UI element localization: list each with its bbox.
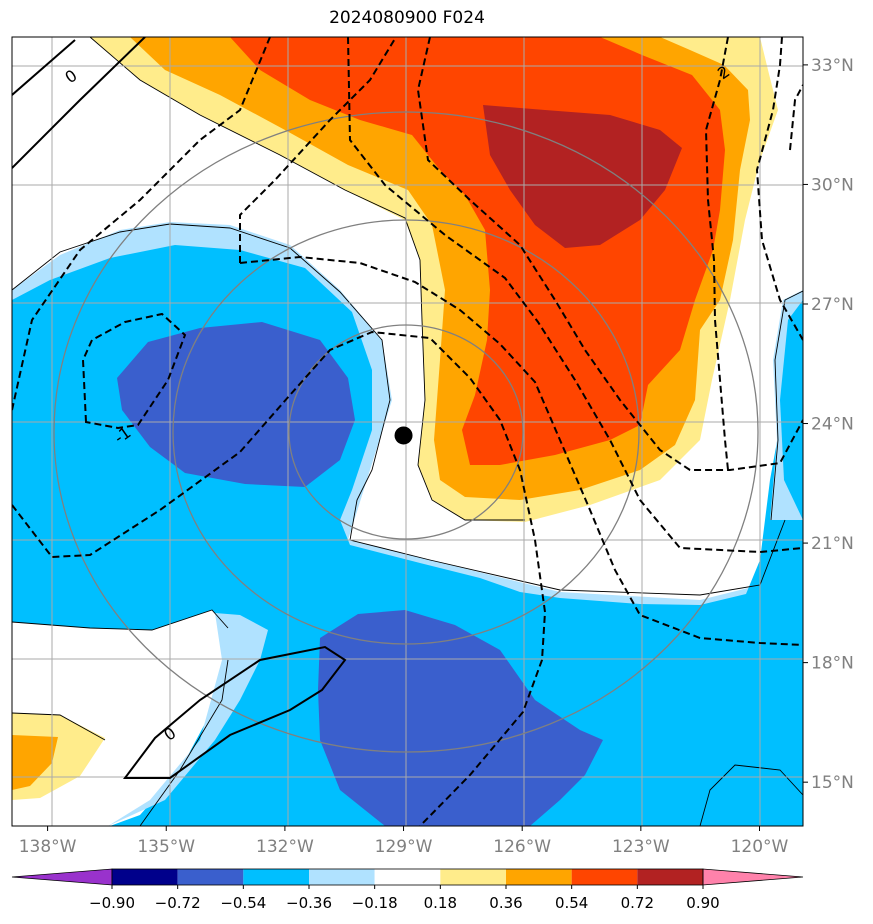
x-tick-label: 135°W: [137, 837, 195, 857]
storm-center-marker: [394, 426, 413, 445]
y-tick-label: 30°N: [811, 175, 854, 195]
range-rings: [53, 111, 759, 753]
x-tick-label: 120°W: [731, 837, 789, 857]
colorbar-swatch: [243, 869, 309, 885]
colorbar-extend-high: [702, 868, 804, 886]
colorbar-tick-label: −0.18: [352, 894, 398, 912]
y-tick-label: 33°N: [811, 56, 854, 76]
colorbar: −0.90 −0.72 −0.54 −0.36 −0.18 0.18 0.36 0.54 0.7…: [11, 868, 804, 912]
colorbar-swatch: [440, 869, 506, 885]
colorbar-swatch: [571, 869, 638, 885]
colorbar-tick-label: 0.72: [621, 894, 654, 912]
anomaly-band-royal-blue: [117, 322, 355, 487]
colorbar-swatch: [374, 869, 441, 885]
colorbar-tick-label: 0.36: [489, 894, 522, 912]
colorbar-tick-label: −0.54: [220, 894, 266, 912]
y-tick-label: 15°N: [811, 773, 854, 793]
colorbar-swatch: [637, 869, 703, 885]
colorbar-tick-label: −0.36: [286, 894, 332, 912]
colorbar-tick-label: 0.90: [686, 894, 719, 912]
x-tick-label: 123°W: [612, 837, 670, 857]
colorbar-swatch: [177, 869, 244, 885]
colorbar-swatch: [309, 869, 375, 885]
y-tick-label: 24°N: [811, 415, 854, 435]
y-tick-label: 18°N: [811, 654, 854, 674]
colorbar-extend-low: [11, 868, 113, 886]
colorbar-tick-label: −0.90: [89, 894, 135, 912]
anomaly-band-firebrick: [483, 105, 682, 248]
map-area: 0-120: [12, 37, 803, 826]
y-tick-label: 27°N: [811, 295, 854, 315]
colorbar-tick-label: 0.54: [555, 894, 588, 912]
x-tick-label: 129°W: [375, 837, 433, 857]
colorbar-swatch: [112, 869, 178, 885]
colorbar-swatch: [506, 869, 572, 885]
plot-frame: [11, 36, 804, 827]
lat-lon-grid: [12, 37, 803, 826]
chart-title: 2024080900 F024: [329, 8, 485, 28]
colorbar-tick-label: −0.72: [155, 894, 201, 912]
x-tick-label: 126°W: [493, 837, 551, 857]
x-tick-label: 138°W: [19, 837, 77, 857]
colorbar-tick-label: 0.18: [424, 894, 457, 912]
x-tick-label: 132°W: [256, 837, 314, 857]
y-tick-label: 21°N: [811, 534, 854, 554]
